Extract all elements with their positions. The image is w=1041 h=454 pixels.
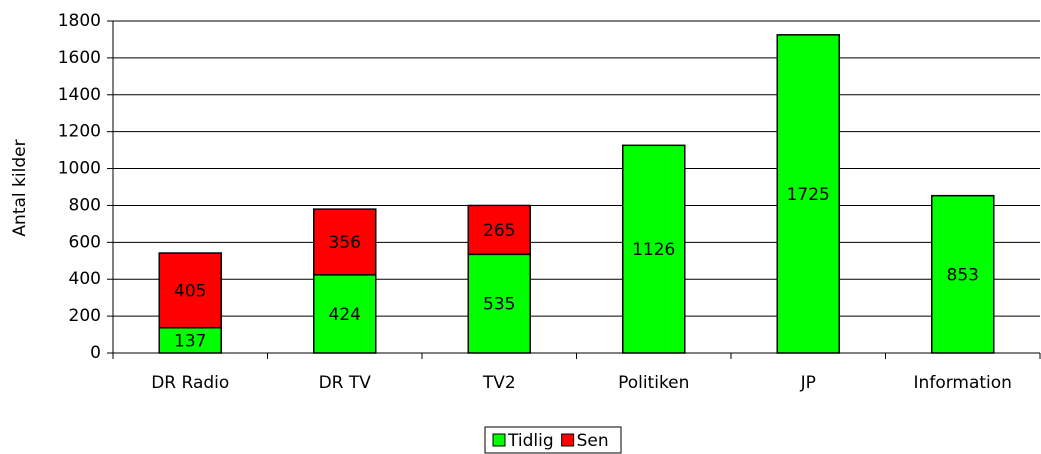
- bar-segment: [313, 208, 377, 276]
- y-tick-label: 1600: [58, 48, 101, 68]
- y-tick-label: 1200: [58, 122, 101, 142]
- legend-swatch: [561, 433, 575, 447]
- x-tick-label: Politiken: [618, 373, 689, 393]
- legend-box: [484, 426, 622, 454]
- x-tick-label: JP: [800, 373, 816, 393]
- data-label: 424: [329, 305, 361, 325]
- y-tick-label: 200: [69, 306, 101, 326]
- data-label: 265: [483, 221, 515, 241]
- x-tick-label: DR TV: [319, 373, 372, 393]
- data-label: 853: [947, 265, 979, 285]
- y-axis-label: Antal kilder: [10, 139, 30, 236]
- bar-segment: [931, 194, 995, 354]
- y-tick-label: 1800: [58, 11, 101, 31]
- y-tick-label: 0: [90, 343, 101, 363]
- bar-segment: [158, 326, 222, 354]
- bar-segment: [467, 253, 531, 354]
- legend-label: Tidlig: [507, 431, 554, 451]
- legend-swatch: [492, 433, 506, 447]
- bar-segment: [158, 252, 222, 329]
- bar-segment: [467, 204, 531, 256]
- y-tick-label: 400: [69, 269, 101, 289]
- y-tick-label: 1000: [58, 159, 101, 179]
- y-tick-label: 1400: [58, 85, 101, 105]
- data-label: 405: [174, 281, 206, 301]
- data-label: 137: [174, 331, 206, 351]
- legend-label: Sen: [577, 431, 609, 451]
- y-tick-label: 600: [69, 232, 101, 252]
- data-label: 535: [483, 295, 515, 315]
- bar-segment: [776, 34, 840, 354]
- y-tick-label: 800: [69, 195, 101, 215]
- x-tick-label: DR Radio: [151, 373, 229, 393]
- data-label: 356: [329, 233, 361, 253]
- bar-segment: [622, 144, 686, 354]
- data-label: 1725: [787, 185, 830, 205]
- x-tick-label: Information: [914, 373, 1012, 393]
- data-label: 1126: [632, 240, 675, 260]
- x-tick-label: TV2: [482, 373, 516, 393]
